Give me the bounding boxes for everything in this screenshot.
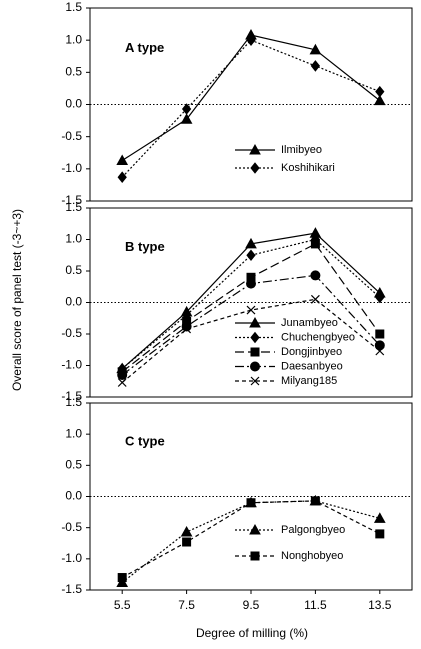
- y-tick-label: 1.0: [65, 32, 82, 46]
- legend-marker: [249, 523, 261, 535]
- legend-label: Ilmibyeo: [281, 144, 322, 156]
- marker: [310, 270, 321, 281]
- y-tick-label: -1.0: [61, 161, 82, 175]
- marker: [310, 496, 320, 506]
- y-tick-label: -1.5: [61, 582, 82, 596]
- y-tick-label: 1.0: [65, 232, 82, 246]
- marker: [309, 43, 322, 55]
- y-tick-label: 1.5: [65, 395, 82, 409]
- y-tick-label: 0.0: [65, 489, 82, 503]
- legend-label: Palgongbyeo: [281, 524, 345, 536]
- x-tick-label: 11.5: [304, 598, 327, 612]
- y-tick-label: -0.5: [61, 520, 82, 534]
- marker: [246, 34, 256, 46]
- legend-marker: [250, 162, 260, 174]
- marker: [116, 154, 129, 165]
- legend-label: Koshihikari: [281, 162, 335, 174]
- legend-marker: [249, 316, 261, 328]
- marker: [375, 291, 385, 304]
- marker: [375, 346, 385, 356]
- legend-label: Dongjinbyeo: [281, 346, 342, 358]
- marker: [182, 537, 192, 547]
- marker: [246, 305, 256, 315]
- y-tick-label: -1.5: [61, 389, 82, 403]
- marker: [246, 278, 256, 289]
- marker: [375, 85, 385, 98]
- marker: [375, 329, 385, 339]
- marker: [182, 324, 192, 334]
- legend-label: Nonghobyeo: [281, 550, 343, 562]
- marker: [310, 60, 321, 72]
- y-tick-label: -1.0: [61, 551, 82, 565]
- marker: [373, 512, 386, 523]
- marker: [245, 237, 257, 249]
- marker: [181, 103, 192, 115]
- marker: [310, 294, 320, 304]
- y-tick-label: 1.5: [65, 0, 82, 14]
- y-tick-label: 0.5: [65, 458, 82, 472]
- y-tick-label: -1.5: [61, 193, 82, 207]
- y-tick-label: -0.5: [61, 129, 82, 143]
- legend-label: Milyang185: [281, 375, 337, 387]
- series-line: [121, 39, 381, 178]
- marker: [117, 369, 128, 380]
- y-axis-label: Overall score of panel test (-3~+3): [10, 209, 24, 391]
- marker: [246, 249, 256, 262]
- series-line: [121, 500, 380, 583]
- marker: [375, 529, 385, 539]
- y-tick-label: 0.0: [65, 97, 82, 111]
- marker: [373, 94, 386, 106]
- marker: [117, 171, 127, 183]
- legend-label: Chuchengbyeo: [281, 331, 355, 343]
- y-tick-label: 0.5: [65, 65, 82, 79]
- marker: [180, 113, 193, 124]
- legend-label: Daesanbyeo: [281, 360, 343, 372]
- y-tick-label: 1.0: [65, 426, 82, 440]
- legend-marker: [250, 376, 260, 386]
- y-tick-label: -0.5: [61, 326, 82, 340]
- marker: [246, 498, 256, 508]
- legend-marker: [250, 361, 260, 372]
- marker: [180, 526, 193, 537]
- x-tick-label: 9.5: [243, 598, 260, 612]
- marker: [117, 378, 127, 387]
- x-tick-label: 13.5: [368, 598, 392, 612]
- panel-annotation: C type: [125, 434, 165, 449]
- marker: [374, 340, 385, 351]
- legend-marker: [250, 347, 260, 357]
- series-line: [121, 500, 381, 579]
- y-tick-label: 0.5: [65, 263, 82, 277]
- y-tick-label: 0.0: [65, 295, 82, 309]
- legend-marker: [249, 143, 261, 155]
- legend-marker: [250, 551, 260, 561]
- y-tick-label: -1.0: [61, 358, 82, 372]
- y-tick-label: 1.5: [65, 200, 82, 214]
- x-axis-label: Degree of milling (%): [196, 626, 308, 640]
- legend-label: Junambyeo: [281, 317, 338, 329]
- x-tick-label: 7.5: [178, 598, 195, 612]
- panel-annotation: A type: [125, 40, 164, 55]
- marker: [310, 239, 320, 249]
- x-tick-label: 5.5: [114, 598, 131, 612]
- legend-marker: [250, 331, 260, 344]
- marker: [117, 573, 127, 583]
- panel-annotation: B type: [125, 239, 165, 254]
